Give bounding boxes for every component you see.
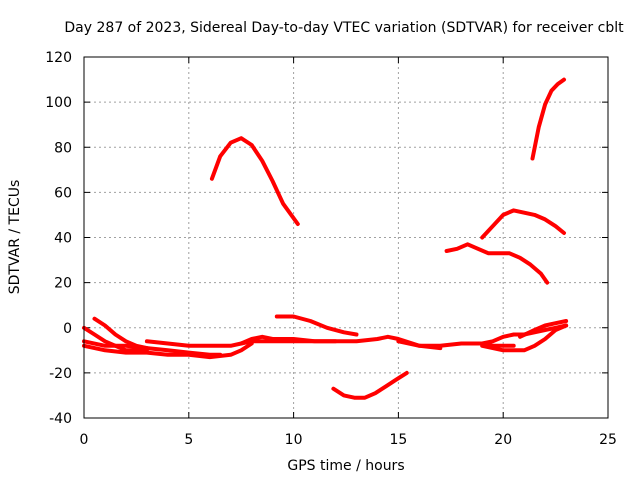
x-tick-label: 20 — [494, 432, 512, 448]
x-tick-label: 25 — [599, 432, 617, 448]
y-tick-label: -20 — [49, 366, 72, 382]
x-tick-label: 10 — [285, 432, 303, 448]
series-line-arc-late-2 — [480, 323, 569, 353]
tick-layer: 0 5 10 15 20 25 -40 -20 0 20 40 60 80 100 120 — [45, 50, 617, 448]
x-tick-label: 15 — [389, 432, 407, 448]
series-line-arc-baseline-1 — [82, 339, 223, 357]
series-line-arc-mid-decline — [274, 314, 359, 337]
series-line-arc-baseline-2 — [82, 341, 254, 360]
y-tick-label: 20 — [54, 276, 72, 292]
series-line-arc-baseline-4 — [239, 334, 443, 351]
series-line-arc-late-rise — [530, 77, 566, 161]
y-tick-label: 40 — [54, 231, 72, 247]
series-line-arc-high-peak — [209, 136, 300, 226]
grid-layer — [84, 57, 608, 418]
y-tick-label: 60 — [54, 185, 72, 201]
series-line-arc-40-band — [480, 208, 566, 240]
y-tick-label: 120 — [45, 50, 72, 66]
y-axis-label: SDTVAR / TECUs — [7, 180, 23, 295]
plot-frame — [83, 56, 609, 419]
x-tick-label: 0 — [80, 432, 89, 448]
y-tick-label: 100 — [45, 95, 72, 111]
x-axis-label: GPS time / hours — [287, 458, 404, 474]
series-layer — [82, 77, 569, 400]
y-tick-label: 80 — [54, 140, 72, 156]
y-tick-label: 0 — [63, 321, 72, 337]
y-tick-label: -40 — [49, 411, 72, 427]
x-tick-label: 5 — [184, 432, 193, 448]
series-line-arc-late-3 — [518, 319, 569, 339]
series-line-arc-35-band — [444, 242, 550, 285]
series-line-arc-negative-dip — [331, 370, 409, 400]
chart-title: Day 287 of 2023, Sidereal Day-to-day VTE… — [64, 20, 624, 36]
series-line-arc-baseline-5 — [396, 339, 516, 348]
